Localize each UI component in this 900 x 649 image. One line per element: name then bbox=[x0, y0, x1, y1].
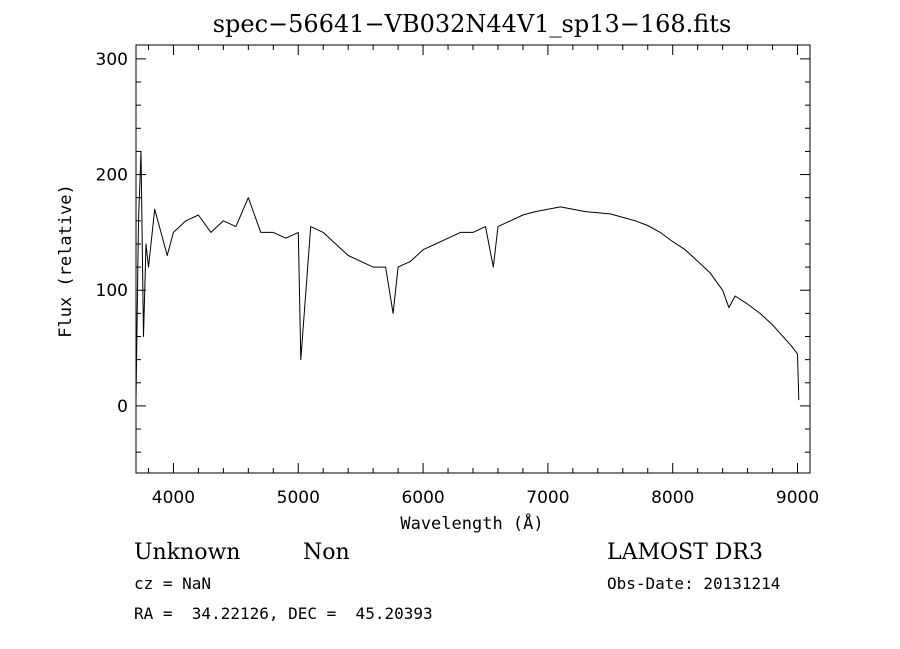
x-tick-label: 6000 bbox=[401, 488, 444, 508]
y-tick-label: 200 bbox=[96, 166, 128, 186]
minor-ticks bbox=[136, 45, 810, 473]
obs-date-label: Obs-Date: 20131214 bbox=[607, 574, 780, 593]
x-tick-label: 9000 bbox=[776, 488, 819, 508]
object-class: Unknown bbox=[134, 540, 240, 565]
survey-label: LAMOST DR3 bbox=[607, 540, 763, 565]
x-tick-label: 7000 bbox=[526, 488, 569, 508]
y-tick-labels: 0 100 200 300 bbox=[96, 50, 128, 417]
x-axis-label: Wavelength (Å) bbox=[400, 512, 543, 534]
chart-title: spec−56641−VB032N44V1_sp13−168.fits bbox=[213, 10, 732, 38]
coordinates-label: RA = 34.22126, DEC = 45.20393 bbox=[134, 604, 433, 623]
x-tick-labels: 4000 5000 6000 7000 8000 9000 bbox=[152, 488, 819, 508]
major-ticks bbox=[136, 45, 810, 473]
plot-frame bbox=[135, 44, 811, 474]
spectrum-line bbox=[135, 150, 800, 401]
redshift-label: cz = NaN bbox=[134, 574, 211, 593]
x-tick-label: 8000 bbox=[651, 488, 694, 508]
y-tick-label: 300 bbox=[96, 50, 128, 70]
object-subclass: Non bbox=[303, 540, 350, 565]
y-tick-label: 0 bbox=[117, 397, 128, 417]
x-tick-label: 4000 bbox=[152, 488, 195, 508]
y-tick-label: 100 bbox=[96, 281, 128, 301]
y-axis-label: Flux (relative) bbox=[56, 184, 76, 338]
x-tick-label: 5000 bbox=[277, 488, 320, 508]
